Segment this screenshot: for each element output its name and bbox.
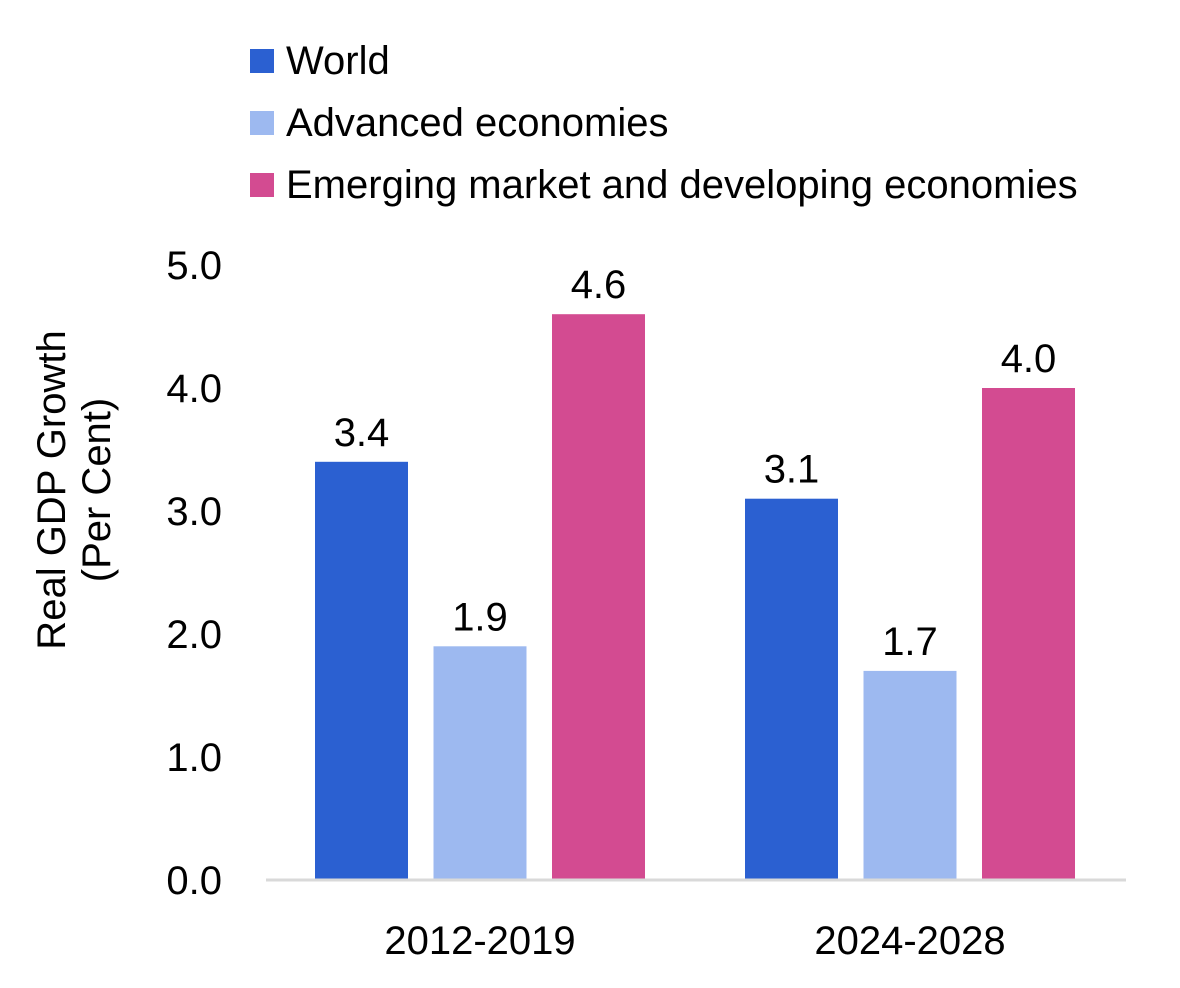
legend-item: Emerging market and developing economies: [250, 154, 1078, 216]
x-tick-label: 2024-2028: [814, 919, 1005, 963]
y-tick-label: 1.0: [166, 736, 222, 780]
legend-swatch: [250, 49, 274, 73]
y-axis-title: Real GDP Growth (Per Cent): [30, 330, 119, 649]
bar: [745, 498, 838, 880]
y-axis-title-line: (Per Cent): [75, 398, 119, 583]
x-tick-label: 2012-2019: [384, 919, 575, 963]
legend-swatch: [250, 173, 274, 197]
legend-label: World: [286, 39, 390, 83]
bar: [982, 388, 1075, 880]
legend-item: World: [250, 30, 1078, 92]
bar: [315, 461, 408, 880]
y-tick-label: 5.0: [166, 244, 222, 288]
chart-legend: World Advanced economies Emerging market a…: [250, 30, 1078, 216]
y-axis-ticks: 0.0 1.0 2.0 3.0 4.0 5.0: [166, 244, 222, 903]
bar: [433, 646, 527, 880]
legend-label: Advanced economies: [286, 101, 669, 145]
y-tick-label: 0.0: [166, 859, 222, 903]
legend-label: Emerging market and developing economies: [286, 163, 1078, 207]
y-tick-label: 2.0: [166, 613, 222, 657]
bar: [863, 670, 957, 880]
x-axis-ticks: 2012-2019 2024-2028: [384, 919, 1005, 963]
value-labels: 3.4 1.9 4.6 3.1 1.7 4.0: [334, 263, 1057, 664]
y-axis-title-line: Real GDP Growth: [30, 330, 74, 649]
y-tick-label: 4.0: [166, 367, 222, 411]
legend-item: Advanced economies: [250, 92, 1078, 154]
y-tick-label: 3.0: [166, 490, 222, 534]
data-label: 4.0: [1001, 337, 1057, 381]
data-label: 1.9: [452, 595, 508, 639]
bars: [315, 314, 1075, 880]
data-label: 3.4: [334, 411, 390, 455]
data-label: 3.1: [764, 448, 820, 492]
legend-swatch: [250, 111, 274, 135]
bar: [552, 314, 645, 880]
data-label: 1.7: [882, 620, 938, 664]
data-label: 4.6: [571, 263, 627, 307]
